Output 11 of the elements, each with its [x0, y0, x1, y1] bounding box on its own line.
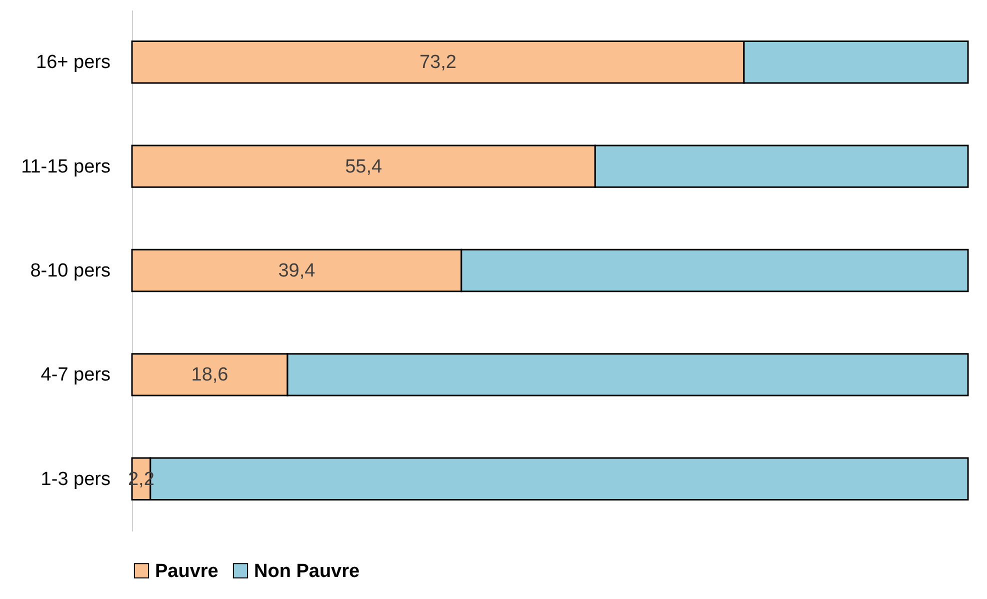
y-tick-label: 8-10 pers	[30, 260, 110, 282]
data-label: 18,6	[191, 364, 228, 386]
legend-label: Non Pauvre	[254, 560, 360, 582]
legend-label: Pauvre	[155, 560, 218, 582]
y-tick-label: 11-15 pers	[21, 156, 110, 178]
y-tick-label: 4-7 pers	[40, 364, 110, 386]
data-label: 39,4	[278, 260, 316, 282]
data-label: 55,4	[345, 156, 382, 178]
data-label: 73,2	[419, 52, 456, 74]
y-tick-label: 1-3 pers	[40, 468, 110, 490]
y-tick-label: 16+ pers	[36, 52, 110, 74]
